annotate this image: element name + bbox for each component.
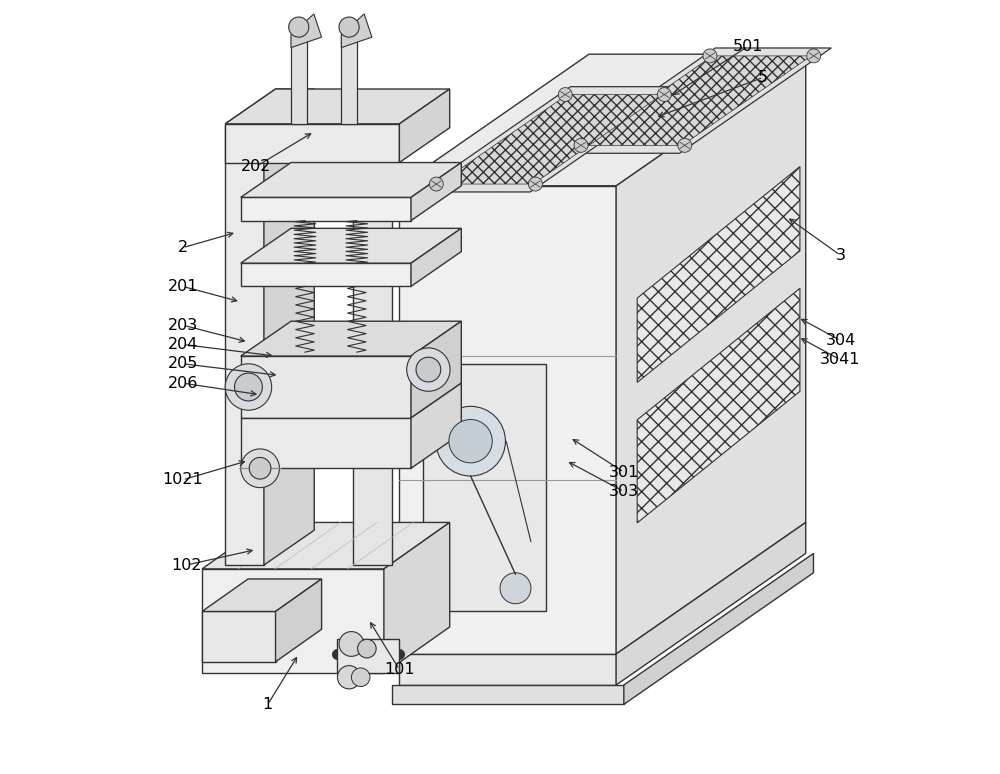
Circle shape xyxy=(574,139,588,152)
Polygon shape xyxy=(359,163,378,639)
Circle shape xyxy=(657,87,671,101)
Polygon shape xyxy=(637,289,800,523)
Polygon shape xyxy=(392,685,624,704)
Circle shape xyxy=(289,17,309,37)
Text: 303: 303 xyxy=(609,484,639,499)
Polygon shape xyxy=(241,263,411,286)
Polygon shape xyxy=(423,364,546,611)
Polygon shape xyxy=(384,522,450,673)
Circle shape xyxy=(436,406,505,476)
Text: 3: 3 xyxy=(836,248,846,263)
Polygon shape xyxy=(399,54,806,186)
Polygon shape xyxy=(264,89,314,565)
Circle shape xyxy=(339,632,364,656)
Polygon shape xyxy=(276,579,322,662)
Polygon shape xyxy=(225,89,314,124)
Circle shape xyxy=(407,348,450,392)
Polygon shape xyxy=(411,321,461,418)
Text: 205: 205 xyxy=(167,356,198,372)
Polygon shape xyxy=(637,166,800,382)
Text: 501: 501 xyxy=(732,39,763,54)
Circle shape xyxy=(416,358,441,382)
Polygon shape xyxy=(225,124,264,565)
Text: 5: 5 xyxy=(758,70,768,85)
Polygon shape xyxy=(241,418,411,468)
Polygon shape xyxy=(563,48,831,153)
Circle shape xyxy=(358,639,376,658)
Circle shape xyxy=(339,17,359,37)
Circle shape xyxy=(235,373,262,401)
Text: 204: 204 xyxy=(167,337,198,352)
Polygon shape xyxy=(241,197,411,221)
Circle shape xyxy=(500,573,531,604)
Polygon shape xyxy=(202,569,384,673)
Polygon shape xyxy=(584,56,811,146)
Text: 1: 1 xyxy=(263,697,273,712)
Text: 203: 203 xyxy=(168,317,198,333)
Text: 206: 206 xyxy=(167,375,198,391)
Text: 1021: 1021 xyxy=(162,472,203,488)
Circle shape xyxy=(351,668,370,687)
Text: 101: 101 xyxy=(384,662,415,677)
Circle shape xyxy=(337,666,361,689)
Polygon shape xyxy=(341,35,357,124)
Circle shape xyxy=(558,87,572,101)
Circle shape xyxy=(807,49,821,63)
Text: 102: 102 xyxy=(171,557,202,573)
Polygon shape xyxy=(337,639,399,673)
Polygon shape xyxy=(241,321,461,356)
Polygon shape xyxy=(399,89,450,163)
Circle shape xyxy=(241,449,279,488)
Text: 202: 202 xyxy=(241,159,271,174)
Polygon shape xyxy=(202,579,322,611)
Circle shape xyxy=(225,364,272,410)
Polygon shape xyxy=(438,94,662,184)
Circle shape xyxy=(528,177,542,191)
Circle shape xyxy=(429,177,443,191)
Polygon shape xyxy=(291,35,306,124)
Text: 201: 201 xyxy=(167,279,198,294)
Circle shape xyxy=(249,457,271,479)
Polygon shape xyxy=(419,87,682,192)
Polygon shape xyxy=(202,522,450,569)
Polygon shape xyxy=(411,163,461,221)
Text: 2: 2 xyxy=(178,240,188,255)
Polygon shape xyxy=(353,139,392,565)
Polygon shape xyxy=(616,54,806,654)
Polygon shape xyxy=(616,522,806,685)
Polygon shape xyxy=(291,14,322,48)
Polygon shape xyxy=(225,124,399,163)
Text: 301: 301 xyxy=(609,464,639,480)
Circle shape xyxy=(678,139,692,152)
Polygon shape xyxy=(225,89,450,124)
Text: 3041: 3041 xyxy=(820,352,861,368)
Text: 304: 304 xyxy=(825,333,856,348)
Polygon shape xyxy=(241,163,461,197)
Polygon shape xyxy=(411,228,461,286)
Polygon shape xyxy=(399,654,616,685)
Polygon shape xyxy=(341,14,372,48)
Polygon shape xyxy=(399,186,616,654)
Polygon shape xyxy=(202,611,276,662)
Polygon shape xyxy=(241,356,411,418)
Polygon shape xyxy=(411,383,461,468)
Polygon shape xyxy=(353,125,412,139)
Polygon shape xyxy=(624,553,813,704)
Circle shape xyxy=(449,420,492,463)
Polygon shape xyxy=(241,228,461,263)
Circle shape xyxy=(703,49,717,63)
